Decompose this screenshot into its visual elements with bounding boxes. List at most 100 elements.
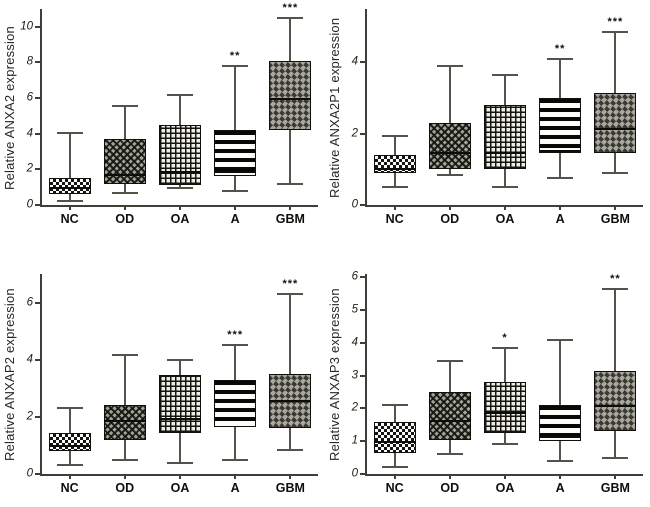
y-tick — [35, 132, 40, 135]
x-category-label: NC — [60, 481, 79, 495]
x-tick — [614, 205, 617, 210]
whisker-cap-bottom — [381, 186, 408, 189]
whisker-cap-top — [381, 404, 408, 407]
x-tick — [393, 205, 396, 210]
whisker-cap-top — [491, 346, 518, 349]
y-axis-label: Relative ANXAP2 expression — [2, 288, 17, 462]
x-tick — [614, 474, 617, 479]
whisker-cap-top — [547, 57, 574, 60]
x-tick — [448, 205, 451, 210]
box-rect — [158, 124, 201, 185]
median-line — [103, 419, 146, 422]
whisker-cap-bottom — [111, 191, 138, 194]
whisker-stem — [289, 294, 292, 450]
median-line — [214, 408, 257, 411]
x-tick — [123, 205, 126, 210]
whisker-cap-bottom — [277, 182, 304, 185]
whisker-cap-top — [436, 65, 463, 68]
y-tick — [360, 276, 365, 279]
box-group-nc: NC — [367, 274, 422, 495]
x-category-label: OD — [440, 481, 460, 495]
y-tick — [35, 204, 40, 206]
y-tick-label: 8 — [26, 55, 33, 68]
y-tick — [35, 415, 40, 418]
box-rect — [214, 379, 257, 427]
whisker-cap-bottom — [166, 461, 193, 464]
x-category-label: A — [555, 481, 565, 495]
y-tick — [360, 407, 365, 410]
box-group-gbm: ** GBM — [588, 272, 643, 495]
median-line — [103, 173, 146, 176]
median-line — [373, 167, 416, 170]
x-category-label: OA — [495, 481, 515, 495]
x-tick — [234, 205, 237, 210]
box-group-od: OD — [422, 274, 477, 495]
y-tick-label: 3 — [351, 369, 358, 382]
box-rect — [594, 370, 637, 432]
whisker-cap-top — [166, 358, 193, 361]
box-rect — [483, 382, 526, 433]
whisker-cap-top — [222, 344, 249, 347]
x-category-label: NC — [385, 212, 404, 226]
x-tick — [289, 205, 292, 210]
plot-area-anxap2: 0 2 4 6 NC OD OA *** A *** GBM — [27, 274, 318, 495]
whisker-cap-bottom — [436, 173, 463, 176]
y-tick — [360, 473, 365, 475]
whisker-cap-top — [277, 16, 304, 19]
box-rect — [373, 155, 416, 173]
panel-anxa2p1: Relative ANXA2P1 expression 0 2 4 NC OD OA ** A… — [325, 0, 650, 232]
panel-anxap3: Relative ANXAP3 expression 0 1 2 3 4 5 6 NC OD * O… — [325, 232, 650, 507]
median-line — [594, 405, 637, 408]
whisker-cap-bottom — [491, 186, 518, 189]
whisker-cap-top — [56, 131, 83, 134]
whisker-cap-bottom — [166, 187, 193, 190]
significance-stars: *** — [607, 16, 624, 29]
y-tick — [35, 301, 40, 304]
box-rect — [373, 421, 416, 453]
y-tick — [360, 204, 365, 206]
box-group-nc: NC — [367, 9, 422, 226]
y-tick-label: 0 — [351, 467, 358, 480]
x-category-label: A — [230, 212, 240, 226]
plot-area-anxa2p1: 0 2 4 NC OD OA ** A *** GBM — [352, 9, 643, 226]
y-tick-label: 2 — [26, 162, 33, 175]
significance-stars: *** — [282, 278, 299, 290]
whisker-cap-top — [547, 338, 574, 341]
y-tick-label: 2 — [351, 127, 358, 140]
y-tick — [35, 358, 40, 361]
median-line — [48, 187, 91, 190]
whisker-stem — [234, 66, 237, 191]
y-tick — [360, 440, 365, 443]
whisker-cap-bottom — [547, 177, 574, 180]
x-category-label: A — [555, 212, 565, 226]
whisker-stem — [448, 66, 451, 175]
whisker-cap-bottom — [547, 459, 574, 462]
whisker-cap-top — [166, 93, 193, 96]
box-group-a: ** A — [533, 9, 588, 226]
median-line — [48, 445, 91, 448]
plot-area-anxap3: 0 1 2 3 4 5 6 NC OD * OA A ** GBM — [352, 271, 643, 495]
panel-anxa2: Relative ANXA2 expression 0 2 4 6 8 10 NC OD OA *… — [0, 0, 325, 232]
significance-stars: ** — [610, 272, 621, 285]
box-rect — [103, 405, 146, 440]
y-tick-label: 4 — [351, 55, 358, 68]
y-tick — [35, 61, 40, 64]
median-line — [594, 128, 637, 131]
x-tick — [393, 474, 396, 479]
box-rect — [103, 139, 146, 184]
box-rect — [158, 375, 201, 433]
x-category-label: GBM — [275, 481, 305, 495]
whisker-cap-top — [222, 65, 249, 68]
whisker-cap-bottom — [222, 458, 249, 461]
box-rect — [48, 178, 91, 195]
x-category-label: GBM — [600, 481, 630, 495]
box-group-a: *** A — [208, 274, 263, 495]
plot-area-anxa2: 0 2 4 6 8 10 NC OD OA ** A *** GBM — [20, 2, 318, 226]
whisker-stem — [68, 132, 71, 202]
x-tick — [178, 474, 181, 479]
box-group-od: OD — [422, 9, 477, 226]
median-line — [158, 171, 201, 174]
y-tick — [35, 97, 40, 100]
whisker-cap-bottom — [381, 466, 408, 469]
